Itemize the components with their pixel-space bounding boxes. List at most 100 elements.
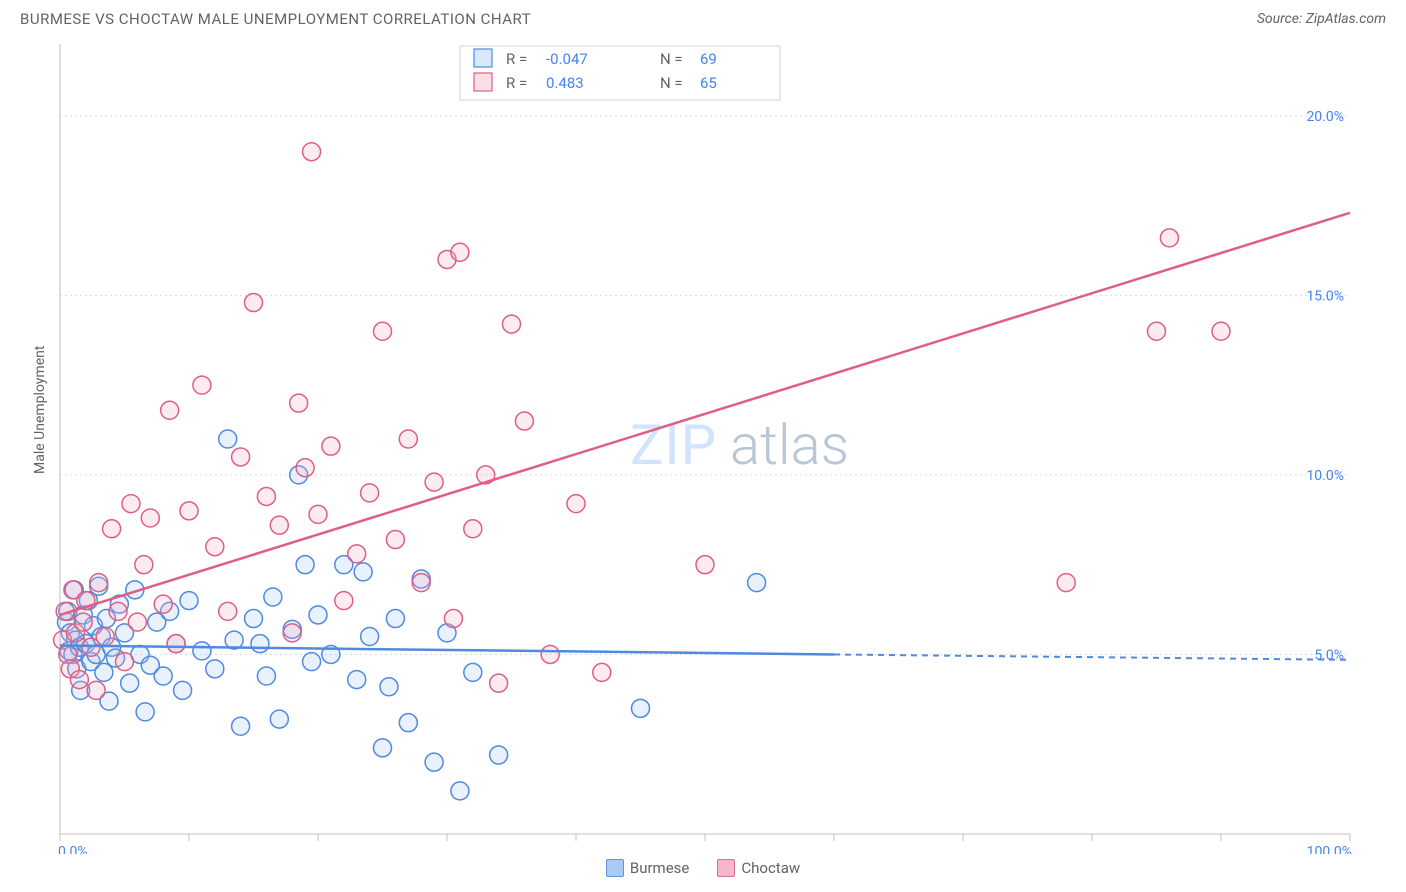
data-point — [1057, 574, 1075, 592]
data-point — [309, 606, 327, 624]
data-point — [193, 376, 211, 394]
data-point — [70, 671, 88, 689]
data-point — [386, 610, 404, 628]
y-axis-label: Male Unemployment — [32, 346, 48, 474]
scatter-chart: 5.0%10.0%15.0%20.0%0.0%100.0%ZIPatlasR =… — [30, 34, 1386, 854]
data-point — [490, 674, 508, 692]
x-tick-label-left: 0.0% — [58, 844, 88, 854]
data-point — [219, 602, 237, 620]
data-point — [122, 495, 140, 513]
data-point — [128, 613, 146, 631]
legend-swatch — [474, 49, 492, 67]
data-point — [245, 294, 263, 312]
data-point — [380, 678, 398, 696]
data-point — [464, 520, 482, 538]
data-point — [264, 588, 282, 606]
data-point — [464, 663, 482, 681]
data-point — [283, 624, 301, 642]
data-point — [180, 502, 198, 520]
data-point — [245, 610, 263, 628]
data-point — [309, 505, 327, 523]
data-point — [135, 556, 153, 574]
legend-swatch — [474, 73, 492, 91]
data-point — [322, 437, 340, 455]
legend-r-label: R = — [506, 50, 527, 68]
data-point — [515, 412, 533, 430]
data-point — [348, 545, 366, 563]
data-point — [593, 663, 611, 681]
legend-swatch — [606, 859, 624, 877]
data-point — [121, 674, 139, 692]
data-point — [232, 717, 250, 735]
bottom-legend-item: Choctaw — [717, 858, 800, 877]
data-point — [74, 613, 92, 631]
data-point — [374, 739, 392, 757]
data-point — [296, 556, 314, 574]
data-point — [1148, 322, 1166, 340]
data-point — [109, 602, 127, 620]
data-point — [567, 495, 585, 513]
data-point — [451, 782, 469, 800]
data-point — [503, 315, 521, 333]
data-point — [361, 628, 379, 646]
legend-r-value: 0.483 — [546, 74, 584, 92]
legend-label: Burmese — [630, 859, 690, 877]
data-point — [257, 487, 275, 505]
data-point — [748, 574, 766, 592]
y-tick-label: 20.0% — [1306, 109, 1344, 125]
chart-area: Male Unemployment 5.0%10.0%15.0%20.0%0.0… — [30, 34, 1386, 854]
y-tick-label: 5.0% — [1314, 647, 1344, 663]
data-point — [96, 628, 114, 646]
data-point — [87, 681, 105, 699]
data-point — [696, 556, 714, 574]
bottom-legend: Burmese Choctaw — [0, 858, 1406, 877]
data-point — [154, 667, 172, 685]
data-point — [154, 595, 172, 613]
data-point — [348, 671, 366, 689]
data-point — [251, 635, 269, 653]
legend-n-value: 65 — [700, 74, 717, 92]
legend-n-value: 69 — [700, 50, 717, 68]
legend-r-value: -0.047 — [546, 50, 588, 68]
data-point — [425, 473, 443, 491]
data-point — [116, 653, 134, 671]
data-point — [374, 322, 392, 340]
data-point — [136, 703, 154, 721]
data-point — [303, 653, 321, 671]
legend-r-label: R = — [506, 74, 527, 92]
legend-label: Choctaw — [741, 859, 800, 877]
data-point — [425, 753, 443, 771]
data-point — [354, 563, 372, 581]
y-tick-label: 15.0% — [1306, 288, 1344, 304]
data-point — [541, 645, 559, 663]
data-point — [270, 710, 288, 728]
legend-n-label: N = — [660, 50, 683, 68]
bottom-legend-item: Burmese — [606, 858, 690, 877]
trend-line-dashed — [834, 654, 1350, 659]
data-point — [451, 243, 469, 261]
data-point — [206, 660, 224, 678]
data-point — [1212, 322, 1230, 340]
source-label: Source: ZipAtlas.com — [1257, 11, 1386, 27]
data-point — [444, 610, 462, 628]
data-point — [399, 714, 417, 732]
data-point — [257, 667, 275, 685]
data-point — [232, 448, 250, 466]
data-point — [90, 574, 108, 592]
data-point — [386, 531, 404, 549]
data-point — [399, 430, 417, 448]
data-point — [180, 592, 198, 610]
data-point — [219, 430, 237, 448]
legend-swatch — [717, 859, 735, 877]
data-point — [335, 592, 353, 610]
trend-line — [60, 213, 1350, 615]
data-point — [141, 509, 159, 527]
data-point — [206, 538, 224, 556]
data-point — [161, 401, 179, 419]
data-point — [632, 699, 650, 717]
data-point — [412, 574, 430, 592]
data-point — [270, 516, 288, 534]
legend-n-label: N = — [660, 74, 683, 92]
data-point — [193, 642, 211, 660]
watermark: ZIP — [630, 412, 717, 478]
